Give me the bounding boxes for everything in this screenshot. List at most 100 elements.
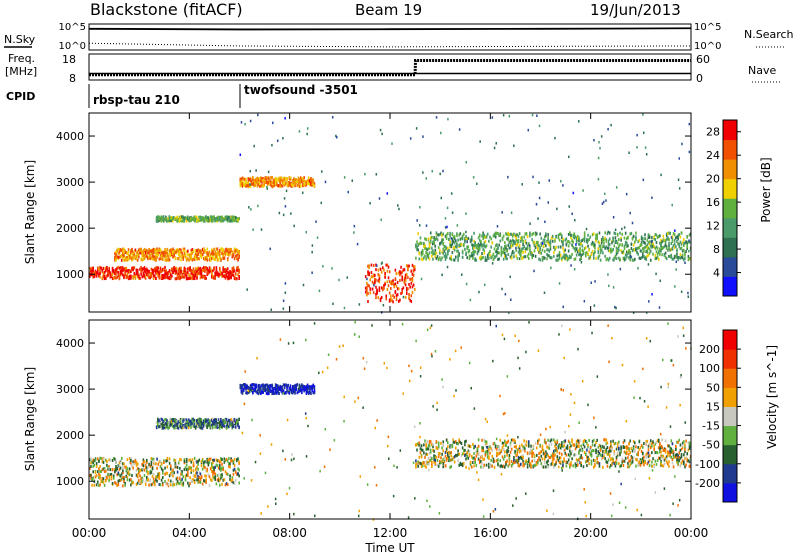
- velocity-cell: [207, 458, 210, 462]
- velocity-cell: [421, 464, 424, 468]
- power-speckle: [315, 220, 317, 223]
- power-cell: [686, 241, 689, 245]
- power-cell: [130, 249, 132, 253]
- power-cell: [600, 238, 603, 242]
- power-cell: [232, 270, 235, 274]
- power-cell: [488, 239, 490, 243]
- velocity-cell: [102, 477, 105, 481]
- power-cell: [205, 267, 207, 271]
- power-cell: [508, 240, 511, 244]
- velocity-cell: [216, 459, 219, 463]
- velocity-cell: [489, 451, 491, 455]
- velocity-cell: [225, 482, 228, 486]
- velocity-cell: [435, 446, 438, 450]
- power-cell: [558, 253, 561, 257]
- power-cell: [246, 182, 248, 186]
- power-cell: [196, 267, 198, 271]
- power-speckle: [621, 227, 623, 231]
- power-speckle: [607, 127, 609, 131]
- velocity-cell: [296, 383, 299, 387]
- power-cell: [182, 257, 185, 261]
- velocity-cell: [174, 462, 177, 466]
- power-cell: [461, 234, 464, 238]
- power-cell: [223, 256, 226, 260]
- power-speckle: [465, 161, 468, 164]
- velocity-cell: [228, 456, 230, 460]
- velocity-cell: [111, 468, 114, 472]
- velocity-cell: [123, 480, 125, 484]
- power-cell: [258, 182, 261, 186]
- velocity-cell: [456, 454, 458, 458]
- velocity-cell: [102, 460, 105, 464]
- power-cell: [295, 180, 297, 184]
- velocity-cell: [99, 456, 101, 460]
- power-cell: [241, 183, 244, 187]
- power-cell: [144, 250, 147, 254]
- power-cell: [230, 215, 232, 219]
- velocity-cell: [425, 465, 427, 469]
- power-cell: [521, 235, 523, 239]
- power-cell: [185, 219, 188, 223]
- power-cell: [156, 266, 158, 270]
- power-cell: [582, 237, 585, 241]
- power-colorbar-swatch-0: [723, 276, 737, 297]
- power-cell: [208, 250, 211, 254]
- power-speckle: [478, 290, 480, 294]
- power-cell: [542, 244, 545, 248]
- power-cell: [184, 216, 187, 220]
- power-cell: [683, 242, 685, 246]
- velocity-cell: [454, 453, 457, 457]
- power-cell: [130, 270, 132, 274]
- power-cell: [166, 253, 169, 257]
- power-cell: [116, 248, 118, 252]
- velocity-cell: [474, 444, 476, 448]
- velocity-cell: [155, 421, 158, 425]
- power-cell: [677, 237, 679, 241]
- velocity-cell: [229, 474, 231, 478]
- power-cell: [659, 252, 661, 256]
- power-cell: [141, 250, 144, 254]
- power-cell: [677, 255, 679, 259]
- power-speckle: [612, 286, 615, 289]
- power-cell: [480, 242, 482, 246]
- power-cell: [143, 267, 146, 271]
- power-cell: [515, 236, 518, 240]
- velocity-cell: [202, 419, 205, 423]
- velocity-cell: [208, 422, 211, 426]
- power-cell: [138, 275, 140, 279]
- power-cell: [603, 241, 605, 245]
- power-cell: [403, 276, 406, 280]
- velocity-cell: [184, 477, 187, 481]
- power-cell: [592, 252, 595, 256]
- power-cell: [562, 246, 564, 250]
- power-cell: [535, 243, 538, 247]
- velocity-cell: [94, 475, 97, 479]
- power-cell: [191, 217, 193, 221]
- power-cell: [523, 235, 525, 239]
- power-cell: [509, 239, 512, 243]
- power-cell: [139, 250, 141, 254]
- velocity-cell: [152, 457, 155, 461]
- velocity-cell: [140, 476, 142, 480]
- power-cell: [493, 234, 496, 238]
- power-cell: [540, 242, 543, 246]
- velocity-cell: [273, 387, 276, 391]
- velocity-cell: [175, 423, 177, 427]
- power-cell: [459, 232, 462, 236]
- velocity-cell: [147, 477, 149, 481]
- velocity-cell: [123, 475, 125, 479]
- velocity-cell: [100, 470, 103, 474]
- power-cell: [229, 271, 231, 275]
- power-cell: [408, 292, 410, 296]
- velocity-cell: [473, 452, 475, 456]
- power-cell: [410, 281, 413, 285]
- velocity-cell: [152, 480, 155, 484]
- velocity-cell: [119, 466, 122, 470]
- power-speckle: [260, 228, 263, 231]
- velocity-cell: [262, 387, 264, 391]
- power-cell: [523, 255, 525, 259]
- power-cell: [655, 241, 658, 245]
- velocity-cell: [128, 457, 131, 461]
- power-speckle: [468, 249, 470, 252]
- power-cell: [297, 182, 300, 186]
